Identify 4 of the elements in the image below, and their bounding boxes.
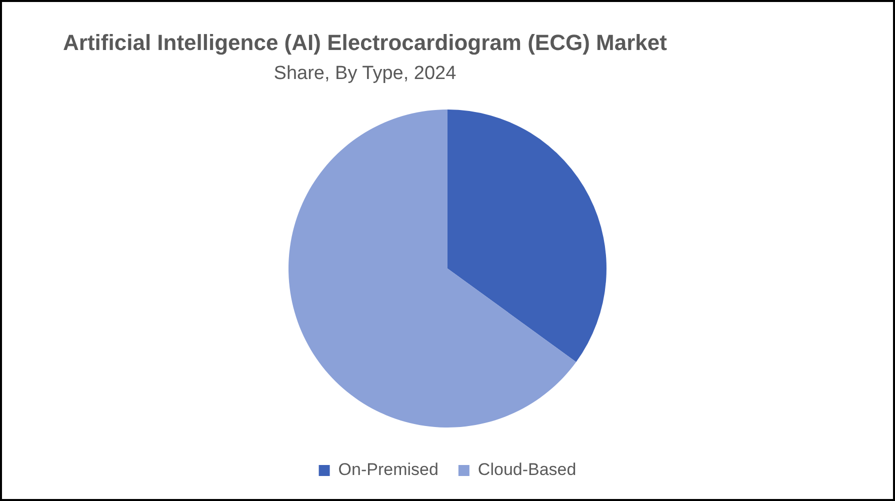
- chart-title: Artificial Intelligence (AI) Electrocardiogram (ECG) Market: [62, 30, 668, 56]
- legend-label: On-Premised: [338, 460, 438, 480]
- legend-label: Cloud-Based: [478, 460, 576, 480]
- chart-subtitle: Share, By Type, 2024: [272, 63, 458, 85]
